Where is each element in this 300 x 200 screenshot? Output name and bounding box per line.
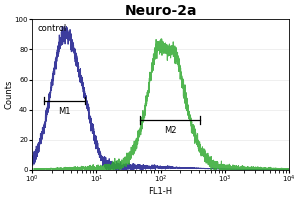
Title: Neuro-2a: Neuro-2a [124,4,197,18]
X-axis label: FL1-H: FL1-H [148,187,172,196]
Text: M1: M1 [58,107,70,116]
Y-axis label: Counts: Counts [4,80,13,109]
Text: control: control [38,24,67,33]
Text: M2: M2 [164,126,176,135]
